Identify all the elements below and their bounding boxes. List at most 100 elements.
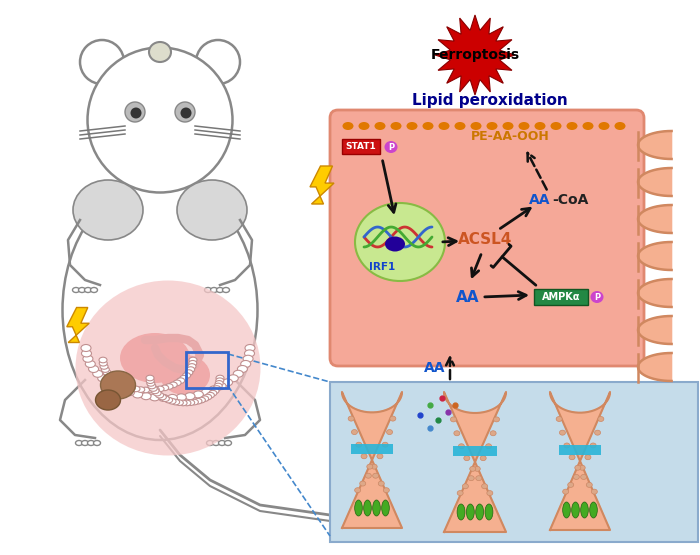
Bar bbox=[330, 382, 698, 542]
Ellipse shape bbox=[454, 122, 466, 130]
Ellipse shape bbox=[464, 456, 470, 461]
Ellipse shape bbox=[384, 488, 389, 493]
Ellipse shape bbox=[566, 122, 578, 130]
Ellipse shape bbox=[550, 122, 561, 130]
Bar bbox=[186, 352, 228, 388]
Bar bbox=[559, 445, 601, 455]
Ellipse shape bbox=[385, 236, 405, 251]
Ellipse shape bbox=[476, 476, 482, 481]
Polygon shape bbox=[550, 392, 610, 530]
Ellipse shape bbox=[85, 287, 92, 292]
Ellipse shape bbox=[117, 386, 127, 393]
Ellipse shape bbox=[407, 122, 417, 130]
Ellipse shape bbox=[485, 504, 493, 520]
Ellipse shape bbox=[148, 383, 156, 389]
Ellipse shape bbox=[458, 444, 464, 449]
Ellipse shape bbox=[83, 355, 93, 362]
Ellipse shape bbox=[180, 375, 188, 381]
Polygon shape bbox=[638, 168, 671, 196]
Ellipse shape bbox=[572, 502, 580, 518]
Ellipse shape bbox=[559, 430, 566, 435]
Ellipse shape bbox=[579, 465, 585, 470]
Ellipse shape bbox=[241, 360, 251, 367]
Ellipse shape bbox=[365, 473, 371, 478]
Ellipse shape bbox=[151, 388, 159, 393]
Ellipse shape bbox=[169, 382, 177, 387]
Ellipse shape bbox=[218, 441, 225, 446]
Ellipse shape bbox=[141, 393, 151, 400]
Ellipse shape bbox=[125, 388, 134, 396]
Ellipse shape bbox=[371, 464, 377, 469]
Text: AA: AA bbox=[424, 361, 446, 375]
Ellipse shape bbox=[598, 122, 610, 130]
Ellipse shape bbox=[591, 291, 603, 303]
Ellipse shape bbox=[88, 48, 232, 193]
Ellipse shape bbox=[569, 455, 575, 460]
Ellipse shape bbox=[132, 391, 143, 398]
Ellipse shape bbox=[103, 370, 111, 375]
Ellipse shape bbox=[90, 287, 97, 292]
Ellipse shape bbox=[243, 355, 253, 362]
Ellipse shape bbox=[85, 360, 95, 367]
Ellipse shape bbox=[358, 122, 370, 130]
Ellipse shape bbox=[386, 430, 393, 435]
Ellipse shape bbox=[88, 441, 94, 446]
Ellipse shape bbox=[189, 360, 197, 366]
Ellipse shape bbox=[206, 392, 214, 398]
Polygon shape bbox=[638, 279, 671, 307]
Ellipse shape bbox=[160, 355, 210, 395]
Ellipse shape bbox=[76, 280, 260, 456]
Ellipse shape bbox=[194, 398, 202, 404]
Ellipse shape bbox=[361, 454, 367, 459]
Ellipse shape bbox=[582, 122, 594, 130]
Ellipse shape bbox=[98, 375, 108, 382]
Ellipse shape bbox=[463, 484, 468, 489]
Ellipse shape bbox=[130, 108, 141, 119]
Ellipse shape bbox=[168, 398, 176, 404]
Ellipse shape bbox=[568, 482, 574, 487]
Ellipse shape bbox=[183, 400, 191, 406]
Ellipse shape bbox=[119, 382, 127, 387]
Ellipse shape bbox=[102, 367, 109, 372]
Ellipse shape bbox=[216, 378, 224, 384]
Ellipse shape bbox=[215, 381, 223, 386]
Ellipse shape bbox=[76, 441, 83, 446]
Polygon shape bbox=[638, 316, 671, 344]
Ellipse shape bbox=[89, 366, 99, 372]
Ellipse shape bbox=[204, 394, 211, 400]
Ellipse shape bbox=[468, 476, 474, 481]
Ellipse shape bbox=[162, 396, 169, 401]
Ellipse shape bbox=[196, 40, 240, 84]
Ellipse shape bbox=[589, 502, 597, 518]
Ellipse shape bbox=[451, 417, 456, 422]
Polygon shape bbox=[444, 392, 506, 532]
Ellipse shape bbox=[209, 386, 219, 393]
Ellipse shape bbox=[146, 378, 154, 384]
Ellipse shape bbox=[457, 491, 463, 496]
Ellipse shape bbox=[201, 396, 209, 401]
Ellipse shape bbox=[519, 122, 529, 130]
Text: PE-AA-OOH: PE-AA-OOH bbox=[470, 129, 550, 143]
Ellipse shape bbox=[177, 180, 247, 240]
FancyBboxPatch shape bbox=[534, 289, 588, 305]
Ellipse shape bbox=[423, 122, 433, 130]
Ellipse shape bbox=[209, 390, 217, 396]
Ellipse shape bbox=[382, 442, 389, 447]
Ellipse shape bbox=[81, 441, 88, 446]
Ellipse shape bbox=[575, 465, 581, 470]
FancyBboxPatch shape bbox=[342, 139, 380, 154]
Ellipse shape bbox=[211, 388, 219, 393]
Ellipse shape bbox=[156, 386, 164, 392]
Ellipse shape bbox=[185, 370, 193, 375]
Ellipse shape bbox=[202, 388, 211, 396]
Ellipse shape bbox=[503, 122, 514, 130]
Ellipse shape bbox=[470, 466, 476, 471]
Ellipse shape bbox=[535, 122, 545, 130]
Ellipse shape bbox=[81, 345, 91, 351]
Polygon shape bbox=[342, 392, 402, 528]
Ellipse shape bbox=[99, 360, 107, 366]
Ellipse shape bbox=[372, 473, 379, 478]
Ellipse shape bbox=[204, 287, 211, 292]
Ellipse shape bbox=[189, 357, 197, 363]
Ellipse shape bbox=[99, 357, 107, 363]
